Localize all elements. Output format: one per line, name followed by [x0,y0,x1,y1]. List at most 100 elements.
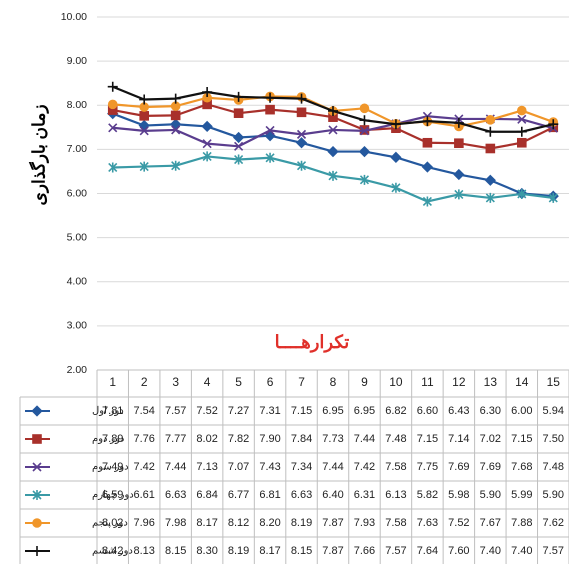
data-label: 7.31 [259,405,280,417]
data-label: 7.69 [480,461,501,473]
data-label: 8.15 [165,545,186,557]
marker [139,161,149,172]
data-label: 6.84 [196,489,217,501]
data-label: 7.87 [322,545,343,557]
marker [390,151,402,163]
data-label: 7.90 [259,433,280,445]
marker [296,129,307,139]
marker [32,490,42,500]
data-label: 8.02 [196,433,217,445]
data-label: 7.63 [417,517,438,529]
marker [170,93,181,104]
marker [485,115,496,125]
data-label: 6.13 [385,489,406,501]
data-label: 7.07 [228,461,249,473]
y-tick-label: 10.00 [61,11,87,23]
data-label: 7.52 [448,517,469,529]
x-tick-label: 11 [421,375,434,389]
data-label: 5.90 [480,489,501,501]
marker [548,119,559,130]
x-tick-label: 10 [389,375,403,389]
data-label: 7.73 [322,433,343,445]
data-label: 7.54 [133,405,154,417]
marker [265,92,276,103]
marker [485,126,496,137]
data-label: 8.15 [291,545,312,557]
marker [108,123,118,133]
data-label: 7.69 [448,461,469,473]
marker [107,81,118,92]
y-tick-label: 6.00 [67,187,88,199]
data-label: 7.87 [322,517,343,529]
y-tick-label: 8.00 [67,99,88,111]
marker [32,518,42,528]
marker [234,141,244,151]
data-label: 7.14 [448,433,469,445]
data-label: 5.98 [448,489,469,501]
data-label: 7.44 [165,461,186,473]
data-label: 6.95 [322,405,343,417]
marker [516,105,527,116]
data-label: 7.57 [165,405,186,417]
marker [32,434,42,444]
data-label: 7.15 [291,405,312,417]
y-tick-label: 5.00 [67,231,88,243]
data-label: 7.57 [385,545,406,557]
data-label: 7.89 [102,433,123,445]
data-label: 8.13 [133,545,154,557]
data-label: 7.02 [480,433,501,445]
data-label: 7.40 [511,545,532,557]
marker [422,196,432,207]
marker [202,87,213,98]
data-label: 6.59 [102,489,123,501]
data-label: 7.66 [354,545,375,557]
marker [139,111,149,121]
marker [107,99,118,110]
data-label: 7.34 [291,461,312,473]
x-tick-label: 1 [109,375,116,389]
marker [170,118,182,130]
data-label: 7.13 [196,461,217,473]
data-label: 5.82 [417,489,438,501]
y-tick-label: 7.00 [67,143,88,155]
data-label: 8.20 [259,517,280,529]
marker [265,125,275,135]
marker [202,151,212,162]
data-label: 7.15 [511,433,532,445]
legend-label: دور اول [92,406,124,417]
x-tick-label: 15 [547,375,561,389]
marker [296,93,307,104]
y-tick-label: 4.00 [67,276,88,288]
marker [170,110,181,121]
marker [454,189,464,200]
x-tick-label: 7 [298,375,305,389]
data-label: 7.15 [417,433,438,445]
data-label: 7.98 [165,517,186,529]
data-label: 8.19 [291,517,312,529]
data-label: 7.75 [417,461,438,473]
y-tick-label: 2.00 [67,364,88,376]
marker [485,143,496,154]
x-tick-label: 6 [267,375,274,389]
data-label: 7.27 [228,405,249,417]
marker [327,145,339,158]
marker [517,188,527,199]
legend-label: دور پنجم [92,518,128,529]
marker [359,174,370,185]
marker [453,168,465,181]
x-tick-label: 2 [141,375,148,389]
data-label: 8.42 [102,545,123,557]
data-label: 7.60 [448,545,469,557]
data-label: 6.77 [228,489,249,501]
data-label: 7.82 [228,433,249,445]
marker [32,462,42,472]
x-tick-label: 8 [330,375,337,389]
marker [265,104,275,115]
data-label: 7.96 [133,517,154,529]
marker [359,126,370,136]
marker [265,152,275,163]
marker [328,125,338,135]
marker [31,405,43,417]
